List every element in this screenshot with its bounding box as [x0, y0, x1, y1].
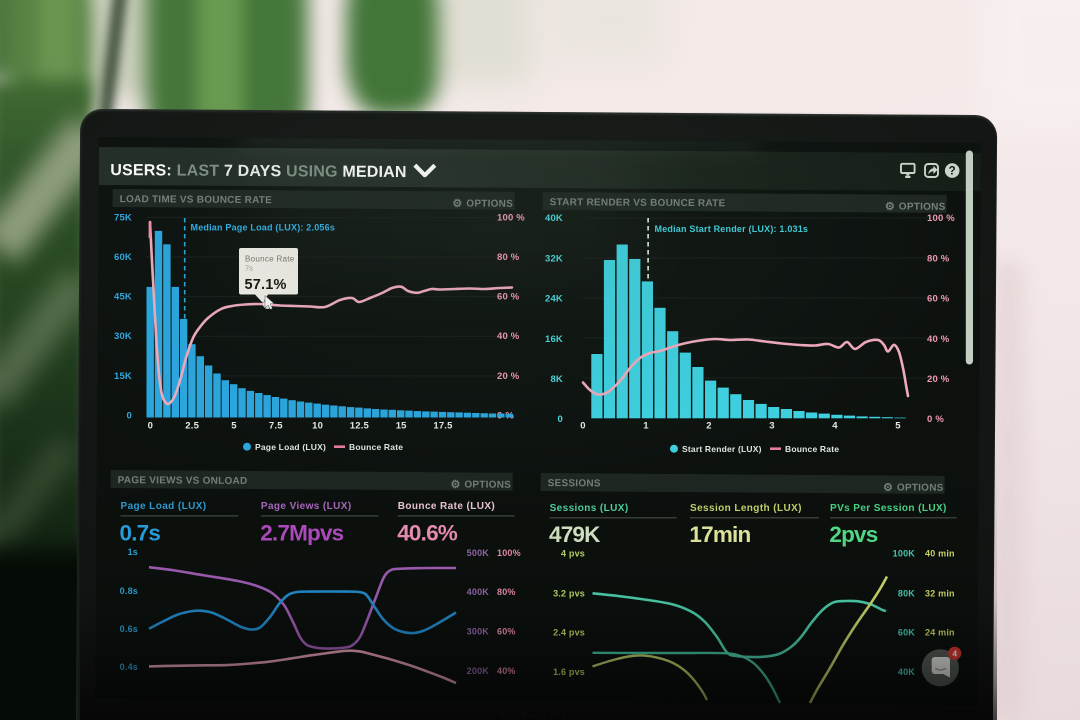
svg-text:40%: 40% — [497, 666, 516, 676]
svg-text:15: 15 — [396, 421, 407, 432]
svg-text:40 min: 40 min — [925, 549, 955, 559]
svg-text:75K: 75K — [114, 213, 132, 224]
svg-text:200K: 200K — [467, 666, 490, 676]
svg-text:Start Render (LUX): Start Render (LUX) — [682, 444, 762, 454]
svg-text:40K: 40K — [545, 213, 563, 224]
svg-text:0.7s: 0.7s — [120, 521, 161, 546]
svg-text:Bounce Rate: Bounce Rate — [245, 255, 295, 264]
svg-text:32K: 32K — [545, 253, 563, 264]
svg-text:400K: 400K — [467, 587, 490, 597]
svg-text:10: 10 — [312, 421, 323, 432]
svg-text:20 %: 20 % — [927, 374, 950, 385]
svg-text:60K: 60K — [114, 252, 132, 263]
svg-text:57.1%: 57.1% — [245, 277, 287, 293]
svg-text:Median Start Render (LUX): 1.0: Median Start Render (LUX): 1.031s — [655, 224, 809, 234]
svg-text:40 %: 40 % — [497, 331, 520, 342]
svg-text:7s: 7s — [245, 264, 253, 273]
svg-text:20 %: 20 % — [497, 371, 520, 382]
svg-text:24 min: 24 min — [925, 628, 955, 638]
svg-text:5: 5 — [231, 421, 237, 432]
svg-text:60 %: 60 % — [927, 294, 950, 305]
svg-text:32 min: 32 min — [925, 588, 955, 598]
svg-text:80K: 80K — [898, 588, 915, 598]
svg-text:100 %: 100 % — [497, 213, 525, 224]
svg-text:Page Load (LUX): Page Load (LUX) — [255, 442, 326, 452]
svg-text:40 %: 40 % — [927, 334, 950, 345]
svg-text:12.5: 12.5 — [350, 421, 370, 432]
svg-text:0: 0 — [127, 411, 132, 422]
svg-text:0.8s: 0.8s — [120, 586, 138, 596]
svg-text:2.7Mpvs: 2.7Mpvs — [260, 521, 343, 546]
svg-text:17min: 17min — [689, 522, 750, 547]
svg-text:80 %: 80 % — [927, 253, 950, 264]
svg-text:24K: 24K — [545, 294, 563, 305]
svg-text:PVs Per Session (LUX): PVs Per Session (LUX) — [830, 503, 947, 514]
svg-text:15K: 15K — [114, 371, 132, 382]
svg-text:8K: 8K — [550, 374, 563, 385]
svg-text:Bounce Rate: Bounce Rate — [349, 442, 403, 452]
svg-text:2: 2 — [706, 421, 711, 432]
svg-text:80%: 80% — [497, 587, 516, 597]
svg-text:Sessions (LUX): Sessions (LUX) — [550, 503, 629, 514]
svg-text:5: 5 — [895, 421, 901, 432]
svg-text:4: 4 — [832, 421, 838, 432]
svg-text:0 %: 0 % — [927, 414, 944, 425]
svg-text:Session Length (LUX): Session Length (LUX) — [690, 503, 802, 514]
svg-text:Bounce Rate (LUX): Bounce Rate (LUX) — [398, 501, 495, 512]
svg-text:17.5: 17.5 — [433, 421, 453, 432]
svg-text:3.2 pvs: 3.2 pvs — [553, 588, 585, 598]
svg-text:2.5: 2.5 — [185, 421, 199, 432]
svg-text:4: 4 — [952, 649, 957, 659]
svg-text:0: 0 — [148, 421, 153, 432]
svg-text:Median Page Load (LUX): 2.056s: Median Page Load (LUX): 2.056s — [191, 222, 336, 232]
svg-text:?: ? — [949, 166, 956, 178]
svg-text:500K: 500K — [467, 548, 490, 558]
svg-text:2pvs: 2pvs — [829, 522, 877, 547]
svg-text:60K: 60K — [898, 628, 915, 638]
svg-text:479K: 479K — [549, 522, 601, 547]
svg-text:2.4 pvs: 2.4 pvs — [553, 628, 585, 638]
svg-text:0: 0 — [558, 414, 563, 425]
svg-text:100 %: 100 % — [927, 213, 955, 224]
svg-text:4 pvs: 4 pvs — [561, 549, 585, 559]
svg-text:100K: 100K — [893, 549, 916, 559]
svg-text:Page Load (LUX): Page Load (LUX) — [121, 501, 207, 512]
svg-text:Bounce Rate: Bounce Rate — [785, 444, 839, 454]
svg-text:0.6s: 0.6s — [120, 624, 138, 634]
svg-text:0.4s: 0.4s — [120, 662, 138, 672]
svg-text:100%: 100% — [497, 548, 521, 558]
svg-text:3: 3 — [769, 421, 774, 432]
svg-text:30K: 30K — [114, 331, 132, 342]
svg-text:1.6 pvs: 1.6 pvs — [553, 667, 585, 677]
svg-text:60 %: 60 % — [497, 292, 520, 303]
svg-text:0: 0 — [580, 421, 585, 432]
svg-text:1s: 1s — [128, 547, 138, 557]
svg-text:40.6%: 40.6% — [397, 521, 458, 546]
svg-text:1: 1 — [643, 421, 649, 432]
svg-text:16K: 16K — [545, 334, 563, 345]
svg-text:40K: 40K — [898, 667, 915, 677]
svg-text:45K: 45K — [114, 292, 132, 303]
svg-text:7.5: 7.5 — [269, 421, 283, 432]
svg-text:80 %: 80 % — [497, 252, 520, 263]
svg-text:300K: 300K — [467, 627, 490, 637]
svg-text:60%: 60% — [497, 627, 516, 637]
svg-text:Page Views (LUX): Page Views (LUX) — [261, 501, 352, 512]
